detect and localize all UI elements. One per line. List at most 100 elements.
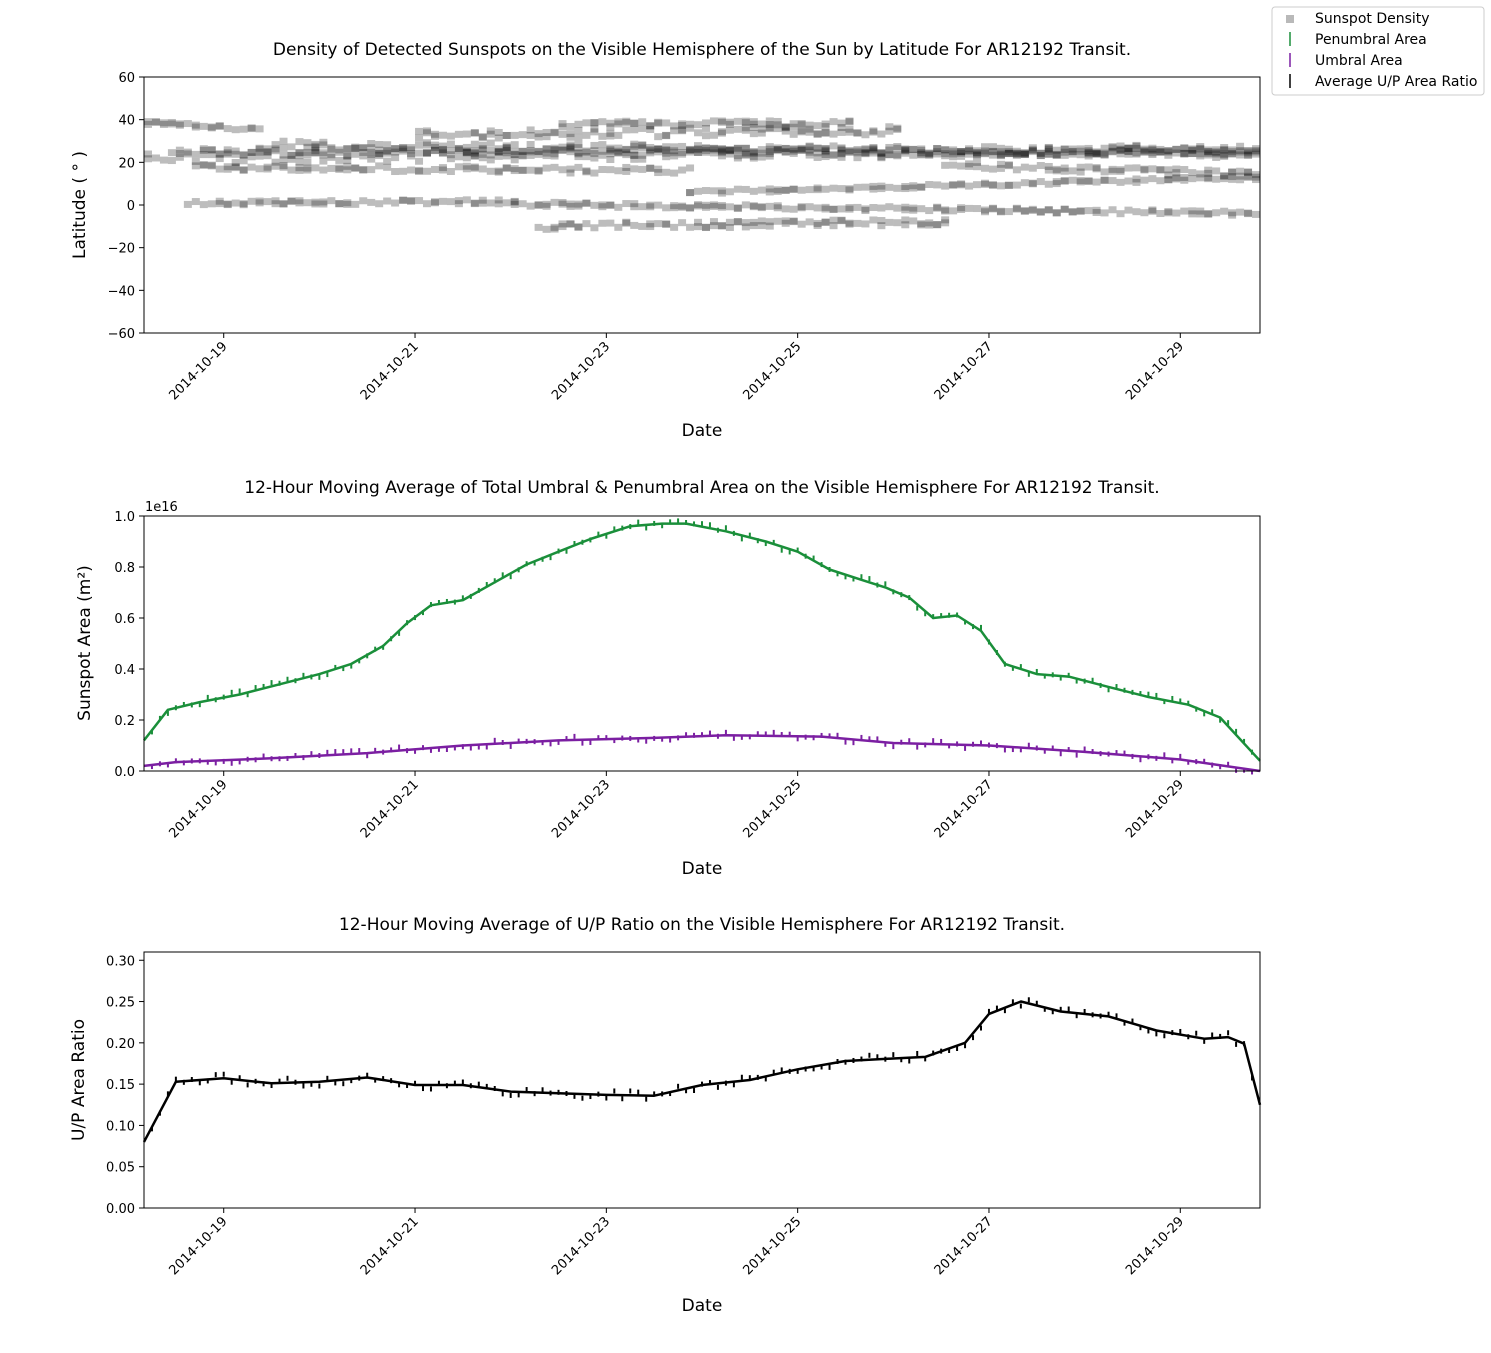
sunspot-density-point <box>717 118 726 126</box>
sunspot-density-point <box>247 153 256 161</box>
sunspot-density-point <box>311 140 320 148</box>
sunspot-density-point <box>438 164 447 172</box>
sunspot-density-point <box>765 188 774 196</box>
sunspot-density-point <box>662 204 671 212</box>
sunspot-density-point <box>1204 169 1213 177</box>
sunspot-density-point <box>702 224 710 232</box>
sunspot-density-point <box>335 164 344 172</box>
sunspot-density-point <box>1244 149 1253 157</box>
sunspot-density-point <box>622 163 631 171</box>
sunspot-density-point <box>1028 144 1037 152</box>
sunspot-density-point <box>1196 210 1205 218</box>
sunspot-density-point <box>765 222 774 230</box>
sunspot-density-point <box>558 123 567 131</box>
sunspot-density-point <box>223 165 232 173</box>
sunspot-density-point <box>518 166 527 174</box>
sunspot-density-point <box>510 150 519 158</box>
sunspot-density-point <box>1004 161 1013 169</box>
sunspot-density-point <box>542 225 551 233</box>
sunspot-density-point <box>1124 144 1133 152</box>
sunspot-density-point <box>518 152 527 160</box>
sunspot-density-point <box>638 203 647 211</box>
sunspot-density-point <box>1044 206 1053 214</box>
sunspot-density-point <box>821 153 830 161</box>
sunspot-density-point <box>239 151 248 159</box>
sunspot-density-point <box>295 149 304 157</box>
sunspot-density-point <box>837 150 846 158</box>
sunspot-density-point <box>1252 171 1261 179</box>
sunspot-density-point <box>917 146 926 154</box>
ratio-y-tick-label: 0.25 <box>106 996 135 1011</box>
sunspot-density-point <box>893 125 902 133</box>
sunspot-density-point <box>159 156 168 164</box>
sunspot-density-point <box>295 197 304 205</box>
sunspot-density-point <box>941 219 950 227</box>
density-x-ticks: 2014-10-19 2014-10-21 2014-10-23 2014-10-25… <box>167 333 1187 403</box>
sunspot-density-point <box>1068 208 1077 216</box>
sunspot-density-point <box>1228 173 1237 181</box>
sunspot-density-point <box>973 158 982 166</box>
sunspot-density-point <box>781 148 790 156</box>
sunspot-density-point <box>415 167 424 175</box>
sunspot-density-point <box>598 219 607 227</box>
sunspot-density-point <box>1084 177 1093 185</box>
sunspot-density-point <box>1044 143 1053 151</box>
sunspot-density-point <box>1108 177 1117 185</box>
sunspot-density-point <box>478 154 487 162</box>
area-x-tick-label: 2014-10-19 <box>167 777 231 841</box>
sunspot-density-point <box>1236 176 1245 184</box>
sunspot-density-point <box>542 149 551 157</box>
sunspot-density-point <box>1244 151 1253 159</box>
sunspot-density-point <box>765 148 774 156</box>
sunspot-density-point <box>1028 148 1037 156</box>
sunspot-density-point <box>223 163 232 171</box>
sunspot-density-point <box>1196 145 1205 153</box>
sunspot-density-point <box>741 201 750 209</box>
sunspot-density-point <box>686 204 695 212</box>
sunspot-density-point <box>765 185 774 193</box>
sunspot-density-point <box>223 201 232 209</box>
sunspot-density-point <box>709 149 718 157</box>
sunspot-density-point <box>606 132 615 140</box>
sunspot-density-point <box>327 153 336 161</box>
sunspot-density-point <box>988 143 997 151</box>
density-y-tick-label: 20 <box>118 156 135 171</box>
sunspot-density-point <box>343 145 352 153</box>
sunspot-density-point <box>789 185 798 193</box>
sunspot-density-point <box>1028 164 1037 172</box>
sunspot-density-point <box>598 166 607 174</box>
area-axes-frame <box>143 515 1261 772</box>
sunspot-density-point <box>909 217 918 225</box>
area-offset-text: 1e16 <box>145 500 178 515</box>
sunspot-density-point <box>446 132 455 140</box>
sunspot-density-point <box>566 220 575 228</box>
sunspot-density-point <box>407 144 416 152</box>
sunspot-density-point <box>367 148 376 156</box>
sunspot-density-point <box>1060 148 1069 156</box>
sunspot-density-point <box>1140 145 1149 153</box>
sunspot-density-point <box>1172 175 1181 183</box>
sunspot-density-point <box>654 201 663 209</box>
sunspot-density-point <box>877 154 886 162</box>
sunspot-density-point <box>1140 166 1149 174</box>
sunspot-density-point <box>709 222 718 230</box>
area-y-tick-label: 0.6 <box>114 612 135 627</box>
sunspot-density-point <box>1212 148 1221 156</box>
sunspot-density-point <box>1172 145 1181 153</box>
sunspot-density-point <box>462 148 471 156</box>
ratio-y-tick-label: 0.15 <box>106 1078 135 1093</box>
sunspot-density-point <box>1148 207 1157 215</box>
sunspot-density-point <box>845 148 854 156</box>
sunspot-density-point <box>853 147 862 155</box>
legend-marker-sunspot-density <box>1286 15 1294 23</box>
sunspot-density-point <box>773 144 782 152</box>
sunspot-density-point <box>789 120 798 128</box>
sunspot-density-point <box>1060 205 1069 213</box>
legend-label-up-ratio: Average U/P Area Ratio <box>1315 74 1477 90</box>
sunspot-density-point <box>327 197 336 205</box>
sunspot-density-point <box>542 128 551 136</box>
sunspot-density-point <box>407 146 416 154</box>
sunspot-density-point <box>263 198 272 206</box>
sunspot-density-point <box>486 127 495 135</box>
sunspot-density-point <box>1252 145 1261 153</box>
